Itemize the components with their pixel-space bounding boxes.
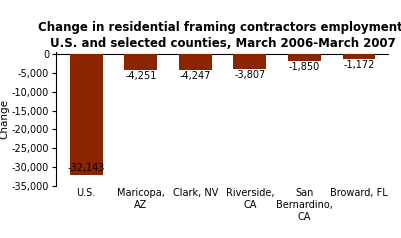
Bar — [70, 54, 103, 175]
Bar — [288, 54, 321, 61]
Text: -1,172: -1,172 — [343, 60, 375, 70]
Bar — [124, 54, 157, 70]
Bar — [179, 54, 212, 70]
Text: -1,850: -1,850 — [289, 62, 320, 72]
Text: -3,807: -3,807 — [234, 70, 265, 80]
Text: -4,247: -4,247 — [180, 71, 211, 81]
Text: -32,143: -32,143 — [67, 163, 105, 173]
Bar — [342, 54, 375, 59]
Title: Change in residential framing contractors employment,
U.S. and selected counties: Change in residential framing contractor… — [38, 21, 401, 50]
Bar — [233, 54, 266, 69]
Text: -4,251: -4,251 — [125, 71, 156, 81]
Y-axis label: Change: Change — [0, 99, 9, 139]
